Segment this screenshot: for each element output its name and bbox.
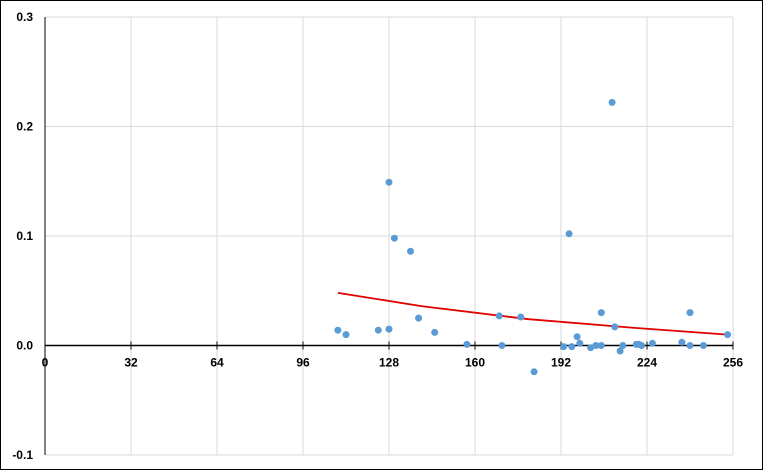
x-tick-label: 128 xyxy=(379,356,399,370)
x-tick-label: 256 xyxy=(723,356,743,370)
data-point xyxy=(638,342,646,349)
data-point xyxy=(573,333,581,341)
data-point xyxy=(597,342,605,349)
x-tick-label: 96 xyxy=(296,356,310,370)
y-tick-labels: -0.1 0.0 0.1 0.2 0.3 xyxy=(12,10,33,462)
data-point xyxy=(568,343,576,351)
data-point xyxy=(724,331,732,339)
data-point xyxy=(390,234,398,242)
x-tick-label: 160 xyxy=(465,356,485,370)
data-point xyxy=(678,338,686,346)
data-point xyxy=(530,368,538,376)
x-tick-labels: 0 32 64 96 128 160 192 224 256 xyxy=(42,356,744,370)
data-point xyxy=(431,328,439,336)
data-point xyxy=(686,342,694,349)
y-tick-label: 0.2 xyxy=(16,120,33,134)
data-point xyxy=(334,326,342,334)
data-point xyxy=(385,325,393,333)
data-point xyxy=(611,323,619,331)
data-point xyxy=(415,314,423,322)
data-point xyxy=(597,309,605,317)
data-point xyxy=(463,340,471,348)
y-tick-label: 0.1 xyxy=(16,229,33,243)
x-tick-label: 0 xyxy=(42,356,49,370)
data-point xyxy=(498,342,506,349)
y-tick-label: -0.1 xyxy=(12,448,33,462)
y-tick-label: 0.0 xyxy=(16,339,33,353)
data-point xyxy=(648,339,656,347)
data-point xyxy=(517,313,525,321)
data-point xyxy=(619,342,627,349)
data-point xyxy=(342,331,350,339)
data-point xyxy=(686,309,694,317)
x-tick-label: 192 xyxy=(551,356,571,370)
data-point xyxy=(616,347,624,355)
x-tick-label: 32 xyxy=(124,356,138,370)
data-point xyxy=(608,98,616,106)
x-tick-label: 224 xyxy=(637,356,657,370)
data-point xyxy=(560,343,568,351)
data-point xyxy=(565,230,573,238)
data-point xyxy=(385,178,393,186)
data-point xyxy=(587,344,595,352)
data-point xyxy=(374,326,382,334)
y-tick-label: 0.3 xyxy=(16,10,33,24)
data-point xyxy=(592,342,600,349)
trendline xyxy=(337,292,728,336)
x-tick-label: 64 xyxy=(210,356,224,370)
data-points xyxy=(334,98,732,376)
trendline-path xyxy=(337,292,728,336)
data-point xyxy=(495,312,503,320)
data-point xyxy=(699,342,707,349)
data-point xyxy=(407,247,414,255)
data-point xyxy=(576,339,584,347)
